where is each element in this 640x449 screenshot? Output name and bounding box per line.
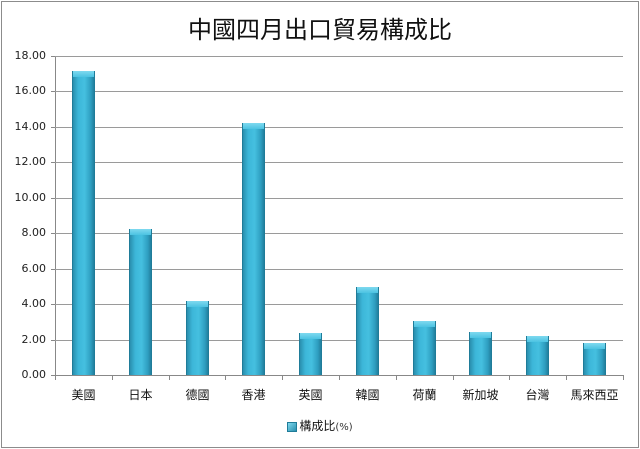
y-tick-label: 6.00 [21,262,47,275]
y-tick [51,304,55,305]
gridline [55,198,623,199]
gridline [55,304,623,305]
x-tick-label: 日本 [128,388,153,402]
gridline [55,127,623,128]
x-tick-label: 馬來西亞 [570,388,619,402]
bar [129,229,152,375]
bar [526,336,549,375]
bar [186,301,209,375]
y-tick-label: 16.00 [14,84,47,97]
x-tick-label: 美國 [71,388,96,402]
y-tick-label: 14.00 [14,120,47,133]
gridline [55,91,623,92]
legend-unit: (%) [335,422,353,433]
y-tick-label: 12.00 [14,155,47,168]
x-tick [282,375,283,380]
y-tick [51,233,55,234]
legend-label: 構成比 [299,419,336,433]
gridline [55,233,623,234]
x-tick-label: 德國 [185,388,210,402]
y-tick [51,375,55,376]
bar-top [130,229,151,235]
y-tick-label: 4.00 [21,297,47,310]
x-tick [55,375,56,380]
y-tick [51,269,55,270]
x-tick [396,375,397,380]
x-tick-label: 新加坡 [462,388,499,402]
bar-top [470,332,491,338]
y-tick [51,56,55,57]
x-tick-label: 英國 [298,388,323,402]
bar-top [527,336,548,342]
gridline [55,56,623,57]
y-tick [51,162,55,163]
x-tick [623,375,624,380]
gridline [55,269,623,270]
y-tick [51,340,55,341]
y-tick [51,127,55,128]
y-tick-label: 18.00 [14,49,47,62]
bar-top [414,321,435,327]
x-tick [453,375,454,380]
bar [72,71,95,375]
bar-top [187,301,208,307]
bar-top [300,333,321,339]
chart-title: 中國四月出口貿易構成比 [188,16,452,44]
bar-top [243,123,264,129]
x-tick [225,375,226,380]
x-tick [112,375,113,380]
x-tick [339,375,340,380]
y-axis [55,56,56,375]
x-tick-label: 台灣 [525,388,550,402]
bar [299,333,322,375]
x-tick [566,375,567,380]
legend-swatch-icon [287,421,298,432]
bar-top [584,343,605,349]
x-tick [169,375,170,380]
bar-top [73,71,94,77]
x-tick-label: 韓國 [355,388,380,402]
bar [356,287,379,375]
x-tick [509,375,510,380]
bar [469,332,492,375]
legend: 構成比(%) [0,417,640,434]
y-tick-label: 10.00 [14,191,47,204]
y-tick-label: 8.00 [21,226,47,239]
bar [413,321,436,375]
bar [583,343,606,375]
gridline [55,162,623,163]
y-tick-label: 0.00 [21,368,47,381]
y-tick [51,91,55,92]
y-tick-label: 2.00 [21,333,47,346]
x-tick-label: 香港 [241,388,266,402]
bar-top [357,287,378,293]
bar [242,123,265,375]
y-tick [51,198,55,199]
x-tick-label: 荷蘭 [412,388,437,402]
gridline [55,340,623,341]
